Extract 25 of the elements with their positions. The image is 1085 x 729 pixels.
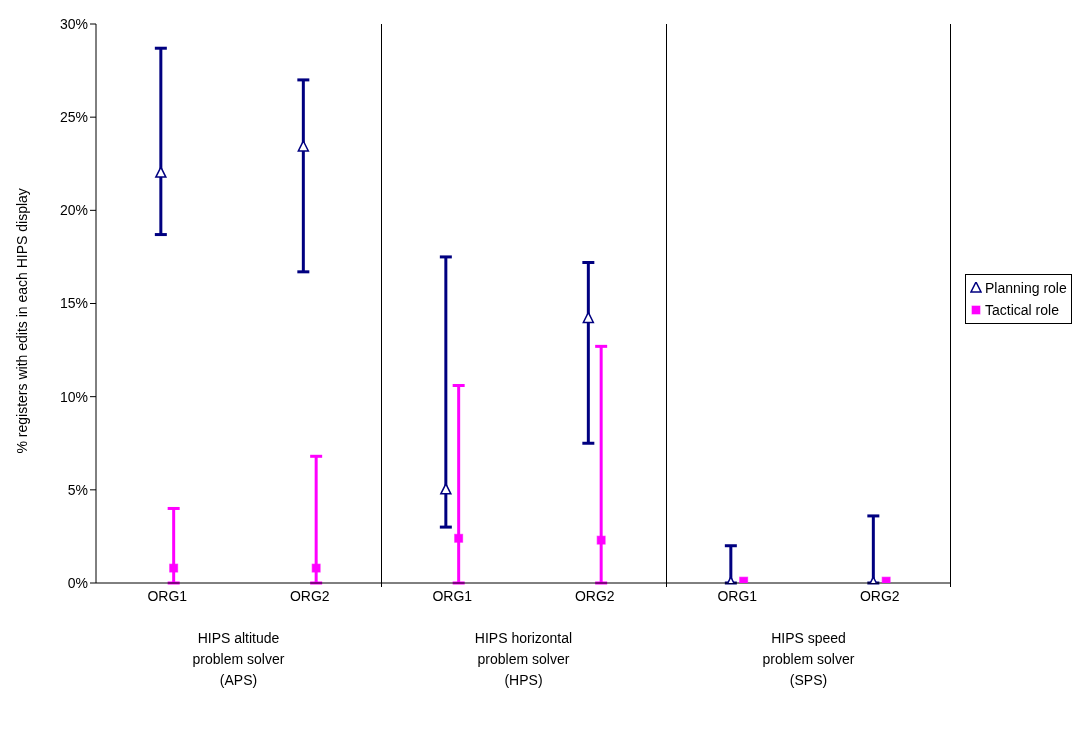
y-tick-label: 5% <box>67 481 88 498</box>
x-tick-label: ORG2 <box>574 587 615 604</box>
x-tick-label: ORG1 <box>432 587 473 604</box>
legend-label: Tactical role <box>985 301 1059 318</box>
y-tick-label: 30% <box>59 15 88 32</box>
point <box>881 576 891 583</box>
point <box>311 563 321 573</box>
point <box>596 535 606 545</box>
y-tick-label: 0% <box>67 574 88 591</box>
y-tick-label: 10% <box>59 388 88 405</box>
y-tick-label: 25% <box>59 109 88 126</box>
x-tick-label: ORG2 <box>289 587 330 604</box>
text: HIPS horizontal problem solver (HPS) <box>473 629 574 690</box>
y-axis-title: % registers with edits in each HIPS display <box>13 188 30 454</box>
point <box>454 533 464 543</box>
x-tick-label: ORG2 <box>859 587 900 604</box>
text: HIPS altitude problem solver (APS) <box>191 629 286 690</box>
point <box>739 576 749 583</box>
x-tick-label: ORG1 <box>147 587 188 604</box>
text: HIPS speed problem solver (SPS) <box>761 629 856 690</box>
legend-label: Planning role <box>985 279 1067 296</box>
y-tick-label: 20% <box>59 202 88 219</box>
point <box>169 563 179 573</box>
y-tick-label: 15% <box>59 295 88 312</box>
x-tick-label: ORG1 <box>717 587 758 604</box>
